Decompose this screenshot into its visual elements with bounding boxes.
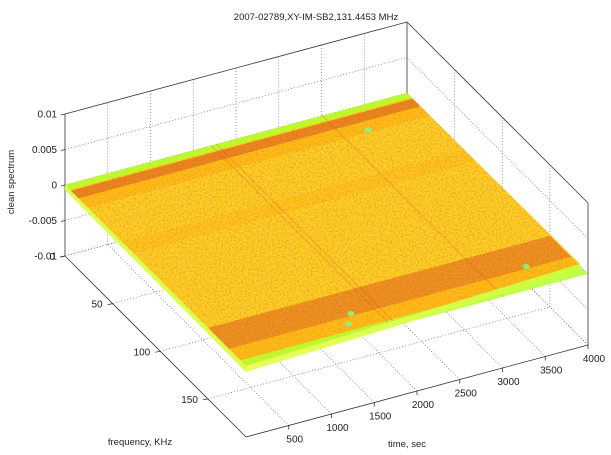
z-tick-mark	[60, 184, 66, 187]
z-tick-label: 0.005	[32, 145, 57, 156]
y-axis-label: frequency, KHz	[108, 437, 172, 448]
chart-title: 2007-02789,XY-IM-SB2,131.4453 MHz	[234, 12, 399, 23]
surface-streak	[210, 145, 394, 327]
y-tick-mark	[155, 350, 161, 353]
x-tick-label: 1500	[369, 412, 392, 423]
grid-line	[64, 21, 408, 115]
z-tick-label: 0.01	[38, 110, 58, 121]
surface-spot	[364, 127, 372, 133]
surface-band-orange	[78, 106, 430, 208]
surface-front-edge	[246, 264, 580, 372]
z-tick-mark	[60, 113, 66, 116]
surface-spot	[347, 311, 355, 317]
surface-band-orange	[228, 256, 583, 361]
z-axis-label: clean spectrum	[6, 150, 17, 215]
surface-streak	[321, 115, 505, 297]
x-tick-label: 1000	[326, 423, 349, 434]
z-axis-ticks: 0.01 0.005 0 -0.005 -0.01	[29, 110, 66, 263]
x-tick-label: 3000	[497, 377, 520, 388]
y-axis-ticks: 0 50 100 150	[49, 252, 208, 406]
surface-band-lime	[65, 93, 412, 190]
surface-band-red	[207, 235, 571, 349]
grid-line	[107, 244, 289, 426]
x-axis-label: time, sec	[388, 439, 426, 450]
surface-streak	[215, 144, 399, 326]
z-tick-mark	[60, 149, 66, 151]
y-tick-label: 50	[92, 300, 104, 311]
frequency-axis-line	[64, 255, 247, 438]
y-tick-mark	[59, 255, 66, 258]
surface-spot	[522, 263, 530, 269]
z-tick-mark	[60, 220, 66, 222]
surface-left-edge	[65, 185, 246, 372]
y-tick-label: 150	[181, 395, 198, 406]
surface-band-red	[70, 98, 421, 199]
grid-line	[406, 21, 589, 204]
y-tick-mark	[202, 398, 208, 401]
x-axis-ticks: 500 1000 1500 2000 2500 3000 3500 4000	[286, 345, 606, 446]
surface-band-orange	[122, 150, 476, 254]
y-tick-label: 0	[49, 252, 55, 263]
x-tick-label: 3500	[540, 366, 563, 377]
grid-line	[64, 57, 408, 150]
y-tick-mark	[107, 303, 113, 306]
y-tick-label: 100	[134, 347, 151, 358]
x-tick-label: 500	[286, 435, 303, 446]
z-tick-label: -0.005	[29, 216, 58, 227]
x-tick-label: 4000	[583, 354, 606, 365]
z-tick-label: 0	[51, 181, 57, 192]
surface-spots	[344, 127, 530, 327]
grid-line	[406, 57, 589, 239]
grid-line	[207, 306, 550, 400]
x-tick-label: 2000	[412, 400, 435, 411]
spectrum-surface	[65, 93, 588, 372]
z-tick-label: -0.01	[34, 252, 57, 263]
x-tick-label: 2500	[455, 389, 478, 400]
surface-spot	[344, 321, 352, 327]
